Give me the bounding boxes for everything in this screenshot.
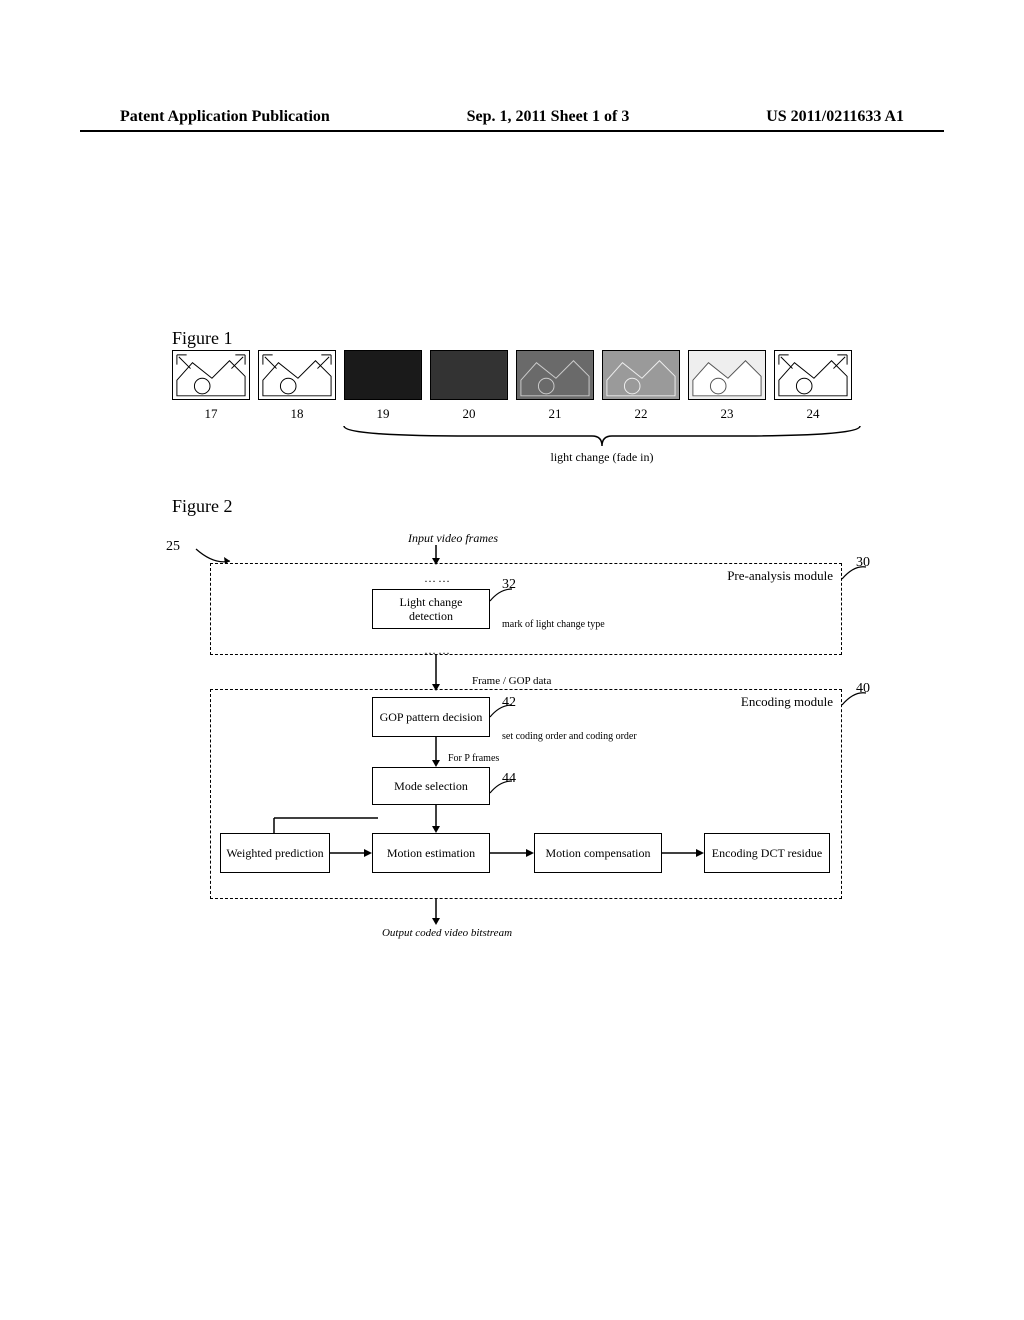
arrow-icon — [430, 655, 442, 691]
arrow-icon — [430, 737, 442, 767]
ellipsis-icon: …… — [424, 571, 452, 586]
mod30-title: Pre-analysis module — [727, 568, 833, 584]
thumb — [258, 350, 336, 400]
lead-line-icon — [840, 563, 868, 581]
for-p-frames-label: For P frames — [448, 753, 499, 764]
light-change-detection-block: Light change detection — [372, 589, 490, 629]
arrow-icon — [430, 805, 442, 833]
pre-analysis-module: Pre-analysis module — [210, 563, 842, 655]
brace-label: light change (fade in) — [342, 450, 862, 465]
lead-line-icon — [840, 689, 868, 707]
figure1-numbers: 17 18 19 20 21 22 23 24 — [172, 406, 852, 422]
mode-selection-block: Mode selection — [372, 767, 490, 805]
figure2-label: Figure 2 — [172, 496, 233, 517]
header-left: Patent Application Publication — [120, 108, 330, 126]
weighted-prediction-block: Weighted prediction — [220, 833, 330, 873]
page-header: Patent Application Publication Sep. 1, 2… — [0, 108, 1024, 126]
lead-line-icon — [488, 779, 514, 797]
lead-line-icon — [488, 587, 514, 605]
frame-number: 20 — [430, 406, 508, 422]
gop-data-label: Frame / GOP data — [472, 675, 551, 687]
frame-number: 17 — [172, 406, 250, 422]
brace-icon — [342, 424, 862, 448]
output-label: Output coded video bitstream — [372, 927, 522, 939]
frame-number: 22 — [602, 406, 680, 422]
gop-pattern-decision-block: GOP pattern decision — [372, 697, 490, 737]
frame-number: 19 — [344, 406, 422, 422]
note-42: set coding order and coding order — [502, 731, 637, 742]
arrow-icon — [430, 899, 442, 925]
frame-number: 23 — [688, 406, 766, 422]
header-right: US 2011/0211633 A1 — [766, 108, 904, 126]
arrow-icon — [430, 545, 442, 565]
arrow-icon — [490, 847, 534, 859]
header-rule — [80, 130, 944, 132]
thumb — [688, 350, 766, 400]
frame-number: 24 — [774, 406, 852, 422]
header-center: Sep. 1, 2011 Sheet 1 of 3 — [467, 108, 630, 126]
thumb — [430, 350, 508, 400]
frame-number: 21 — [516, 406, 594, 422]
arrow-icon — [662, 847, 704, 859]
frame-number: 18 — [258, 406, 336, 422]
figure1-label: Figure 1 — [172, 328, 233, 349]
thumb — [172, 350, 250, 400]
arrow-icon — [330, 847, 372, 859]
thumb — [344, 350, 422, 400]
encoding-dct-block: Encoding DCT residue — [704, 833, 830, 873]
note-32: mark of light change type — [502, 619, 605, 630]
motion-compensation-block: Motion compensation — [534, 833, 662, 873]
mod40-title: Encoding module — [741, 694, 833, 710]
motion-estimation-block: Motion estimation — [372, 833, 490, 873]
lead-line-icon — [488, 703, 514, 721]
figure1-strip — [172, 350, 852, 400]
thumb — [602, 350, 680, 400]
ref-25: 25 — [166, 539, 180, 555]
figure2-diagram: 25 Input video frames Pre-analysis modul… — [172, 535, 872, 945]
input-label: Input video frames — [408, 531, 498, 546]
thumb — [774, 350, 852, 400]
thumb — [516, 350, 594, 400]
